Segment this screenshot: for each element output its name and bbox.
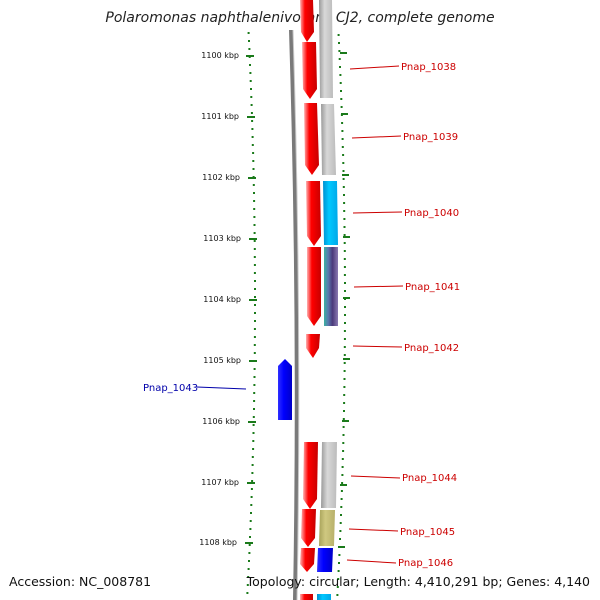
svg-text:1101 kbp: 1101 kbp — [201, 112, 239, 121]
gene-arrow-1041[interactable] — [307, 247, 321, 326]
cog-block — [317, 594, 331, 600]
tick-1108: 1108 kbp — [199, 538, 253, 547]
gene-arrow-1045[interactable] — [301, 509, 316, 547]
tick-1106: 1106 kbp — [202, 417, 256, 426]
gene-label-1039[interactable]: Pnap_1039 — [403, 132, 458, 143]
tick-1107: 1107 kbp — [201, 478, 255, 487]
gene-arrow-1037[interactable] — [300, 0, 314, 42]
gene-arrow-1046[interactable] — [300, 548, 315, 572]
svg-text:1106 kbp: 1106 kbp — [202, 417, 240, 426]
gene-arrow-1039[interactable] — [304, 103, 319, 175]
tick-1101: 1101 kbp — [201, 112, 255, 121]
gene-arrow-1047[interactable] — [300, 594, 313, 600]
gene-label-1045[interactable]: Pnap_1045 — [400, 527, 455, 538]
cog-track — [317, 0, 338, 600]
tick-1102: 1102 kbp — [202, 173, 256, 182]
gene-labels: Pnap_1038 Pnap_1039 Pnap_1040 Pnap_1041 … — [143, 62, 460, 569]
svg-text:1100 kbp: 1100 kbp — [201, 51, 239, 60]
gene-arrow-1040[interactable] — [306, 181, 321, 246]
gene-arrow-1044[interactable] — [303, 442, 318, 509]
cog-block — [317, 548, 333, 572]
svg-text:1103 kbp: 1103 kbp — [203, 234, 241, 243]
tick-marks: 1100 kbp 1101 kbp 1102 kbp 1103 kbp 1104… — [199, 51, 257, 547]
cog-block — [321, 104, 336, 175]
inner-tick-marks — [338, 52, 350, 548]
gene-label-1041[interactable]: Pnap_1041 — [405, 282, 460, 293]
svg-text:1104 kbp: 1104 kbp — [203, 295, 241, 304]
gene-label-1038[interactable]: Pnap_1038 — [401, 62, 456, 73]
tick-1104: 1104 kbp — [203, 295, 257, 304]
svg-text:1105 kbp: 1105 kbp — [203, 356, 241, 365]
tick-1100: 1100 kbp — [201, 51, 254, 60]
gene-label-1046[interactable]: Pnap_1046 — [398, 558, 453, 569]
cog-block — [321, 442, 337, 508]
cog-block — [323, 181, 338, 245]
genome-backbone — [289, 29, 299, 600]
cog-block — [324, 247, 338, 326]
map-title: Polaromonas naphthalenivorans CJ2, compl… — [105, 10, 495, 26]
accession-text: Accession: NC_008781 — [9, 574, 152, 589]
gene-label-1044[interactable]: Pnap_1044 — [402, 473, 457, 484]
gene-label-1042[interactable]: Pnap_1042 — [404, 343, 459, 354]
cog-block — [319, 0, 333, 98]
svg-text:1108 kbp: 1108 kbp — [199, 538, 237, 547]
gene-arrow-1043[interactable] — [278, 359, 292, 420]
svg-text:1102 kbp: 1102 kbp — [202, 173, 240, 182]
gene-label-1040[interactable]: Pnap_1040 — [404, 208, 459, 219]
topology-text: Topology: circular; Length: 4,410,291 bp… — [246, 574, 590, 589]
label-leaders — [196, 65, 404, 564]
gene-label-1043[interactable]: Pnap_1043 — [143, 383, 198, 394]
svg-text:1107 kbp: 1107 kbp — [201, 478, 239, 487]
tick-1103: 1103 kbp — [203, 234, 257, 243]
outer-dotted-ring — [246, 32, 256, 594]
tick-1105: 1105 kbp — [203, 356, 257, 365]
cog-block — [319, 510, 335, 546]
gene-arrow-1038[interactable] — [302, 42, 317, 99]
forward-genes — [300, 0, 321, 600]
gene-arrow-1042[interactable] — [306, 334, 320, 358]
